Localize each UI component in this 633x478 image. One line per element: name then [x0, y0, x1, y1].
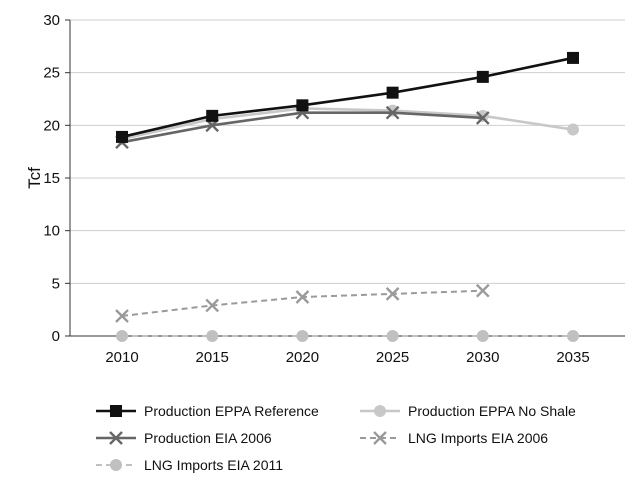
marker-stroke	[385, 287, 400, 301]
y-tick-label: 20	[43, 117, 60, 134]
legend: Production EPPA Reference Production EPPA…	[96, 403, 576, 473]
plot-area	[115, 51, 579, 342]
data-point	[475, 283, 490, 298]
data-point	[295, 290, 310, 304]
x-tick-label: 2030	[466, 349, 499, 366]
data-point	[296, 330, 309, 342]
series-4	[116, 330, 579, 342]
y-tick-label: 30	[43, 12, 60, 29]
marker-stroke	[205, 298, 220, 313]
y-tick-label: 25	[43, 65, 60, 82]
marker-stroke	[373, 431, 387, 445]
data-point	[567, 123, 579, 136]
data-point	[206, 109, 219, 122]
legend-item: Production EPPA No Shale	[360, 403, 576, 419]
y-tick-label: 10	[43, 223, 60, 240]
x-tick-label: 2025	[376, 349, 409, 366]
data-point	[116, 130, 128, 143]
legend-marker	[374, 405, 386, 417]
series-line	[121, 56, 574, 139]
legend-marker	[110, 405, 122, 417]
data-point	[386, 104, 399, 117]
legend-marker	[110, 459, 122, 471]
data-point	[476, 330, 489, 342]
data-point	[115, 309, 129, 323]
legend-item: Production EIA 2006	[96, 430, 272, 446]
marker-stroke	[385, 105, 400, 120]
data-point	[476, 70, 489, 83]
legend-label: Production EPPA Reference	[144, 403, 319, 419]
series-line	[121, 289, 483, 317]
marker-stroke	[475, 283, 490, 298]
data-point	[116, 330, 128, 342]
legend-label: LNG Imports EIA 2006	[408, 430, 548, 446]
gridlines	[70, 19, 625, 284]
data-point	[475, 111, 490, 125]
legend-item: LNG Imports EIA 2011	[96, 457, 283, 473]
y-tick-label: 15	[43, 170, 60, 187]
data-point	[206, 330, 219, 342]
legend-marker	[373, 431, 387, 445]
series-0	[116, 51, 579, 143]
x-tick-label: 2020	[286, 349, 319, 366]
legend-marker	[109, 431, 123, 445]
legend-label: LNG Imports EIA 2011	[144, 457, 283, 473]
x-tick-label: 2015	[196, 349, 229, 366]
legend-item: LNG Imports EIA 2006	[360, 430, 548, 446]
marker-stroke	[475, 111, 490, 125]
data-point	[385, 287, 400, 301]
y-tick-label: 5	[52, 275, 60, 292]
legend-item: Production EPPA Reference	[96, 403, 319, 419]
legend-label: Production EIA 2006	[144, 430, 272, 446]
series-line	[121, 107, 574, 141]
data-point	[567, 330, 579, 342]
y-tick-label: 0	[52, 328, 60, 345]
y-axis-title: Tcf	[25, 167, 44, 189]
data-point	[476, 109, 489, 122]
marker-stroke	[295, 290, 310, 304]
series-1	[116, 102, 579, 146]
data-point	[296, 99, 309, 112]
data-point	[386, 330, 399, 342]
series-3	[115, 283, 490, 323]
x-tick-label: 2035	[556, 349, 589, 366]
data-point	[386, 86, 399, 99]
marker-stroke	[115, 309, 129, 323]
x-tick-label: 2010	[105, 349, 138, 366]
data-point	[567, 51, 579, 64]
data-point	[205, 298, 220, 313]
legend-label: Production EPPA No Shale	[408, 403, 576, 419]
axes	[65, 19, 625, 341]
marker-stroke	[109, 431, 123, 445]
data-point	[385, 105, 400, 120]
